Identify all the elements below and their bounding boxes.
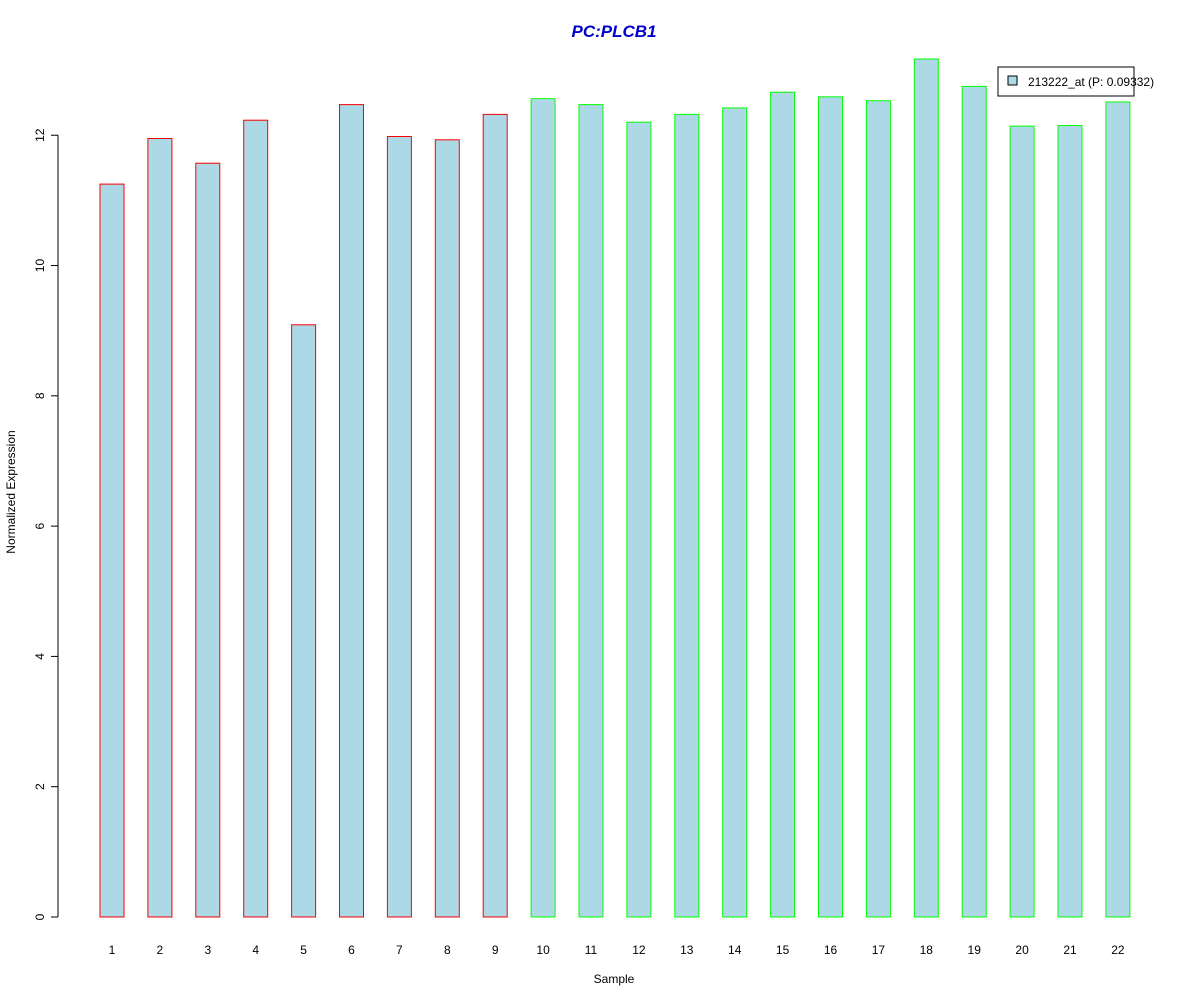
bar-sample-15 (771, 92, 795, 917)
legend-label: 213222_at (P: 0.09332) (1028, 75, 1154, 89)
x-tick-label: 2 (157, 943, 164, 957)
bar-sample-11 (579, 105, 603, 917)
x-tick-label: 8 (444, 943, 451, 957)
y-tick-label: 12 (33, 128, 47, 142)
y-tick-label: 2 (33, 783, 47, 790)
x-tick-labels: 1 2 3 4 5 6 7 8 9 10 11 12 13 14 15 16 17 18 19 20 21 22 (109, 943, 1125, 957)
bar-sample-22 (1106, 102, 1130, 917)
bar-sample-9 (483, 114, 507, 917)
x-tick-label: 19 (968, 943, 982, 957)
bar-sample-2 (148, 139, 172, 918)
bar-chart: PC:PLCB1 024681012 Normalized Expression… (0, 0, 1200, 1000)
bar-sample-7 (387, 137, 411, 918)
x-tick-label: 14 (728, 943, 742, 957)
bar-sample-20 (1010, 126, 1034, 917)
x-tick-label: 20 (1015, 943, 1029, 957)
x-tick-label: 4 (252, 943, 259, 957)
bar-sample-16 (819, 97, 843, 917)
x-tick-label: 18 (920, 943, 934, 957)
x-tick-label: 17 (872, 943, 886, 957)
chart-title: PC:PLCB1 (571, 22, 656, 41)
x-tick-label: 13 (680, 943, 694, 957)
bar-sample-12 (627, 122, 651, 917)
bar-sample-17 (866, 101, 890, 917)
y-axis-title: Normalized Expression (4, 430, 18, 553)
bar-sample-10 (531, 99, 555, 917)
bars-group (100, 59, 1130, 917)
x-tick-label: 15 (776, 943, 790, 957)
x-tick-label: 21 (1063, 943, 1077, 957)
x-tick-label: 6 (348, 943, 355, 957)
bar-sample-4 (244, 120, 268, 917)
x-tick-label: 11 (585, 943, 598, 957)
bar-sample-8 (435, 140, 459, 917)
bar-sample-6 (340, 105, 364, 917)
legend: 213222_at (P: 0.09332) (998, 67, 1154, 96)
legend-swatch (1008, 76, 1017, 85)
bar-sample-3 (196, 163, 220, 917)
bar-sample-21 (1058, 126, 1082, 918)
bar-sample-18 (914, 59, 938, 917)
x-tick-label: 5 (300, 943, 307, 957)
y-axis: 0 2 4 6 8 10 12 (33, 128, 58, 920)
y-tick-label: 8 (33, 392, 47, 399)
x-tick-label: 1 (109, 943, 116, 957)
y-tick-label: 10 (33, 259, 47, 273)
bar-sample-14 (723, 108, 747, 917)
x-tick-label: 9 (492, 943, 499, 957)
y-tick-label: 4 (33, 653, 47, 660)
bar-sample-19 (962, 86, 986, 917)
x-tick-label: 7 (396, 943, 403, 957)
x-tick-label: 10 (536, 943, 550, 957)
y-tick-label: 0 (33, 913, 47, 920)
bar-sample-5 (292, 325, 316, 917)
bar-sample-13 (675, 114, 699, 917)
x-tick-label: 12 (632, 943, 646, 957)
x-tick-label: 22 (1111, 943, 1125, 957)
y-tick-label: 6 (33, 522, 47, 529)
bar-sample-1 (100, 184, 124, 917)
chart-container: PC:PLCB1 0 2 4 6 8 10 12 Normalized Expression… (0, 0, 1200, 1000)
x-tick-label: 3 (204, 943, 211, 957)
x-tick-label: 16 (824, 943, 838, 957)
x-axis-title: Sample (594, 972, 635, 986)
